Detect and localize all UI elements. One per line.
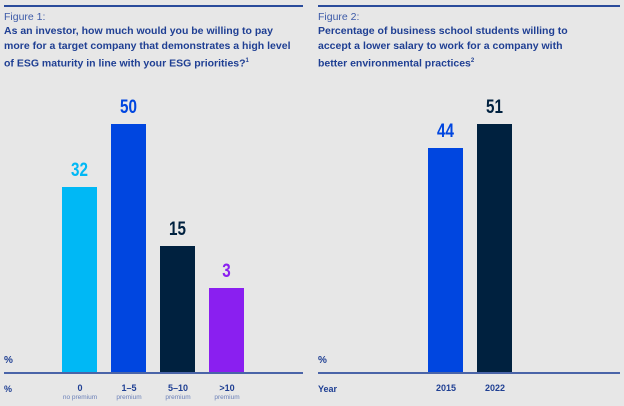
figure-label: Figure 1: bbox=[4, 11, 46, 23]
tick-sublabel: no premium bbox=[62, 394, 98, 401]
tick-text: 1–5 bbox=[121, 383, 137, 393]
x-tick-label: 2022 bbox=[465, 384, 525, 393]
tick-text: 5–10 bbox=[167, 383, 189, 393]
tick-text: >10 bbox=[219, 383, 235, 393]
tick-text: 2022 bbox=[484, 383, 506, 393]
top-rule bbox=[4, 5, 303, 7]
bar bbox=[62, 186, 97, 372]
bar bbox=[160, 246, 195, 372]
chart-title: As an investor, how much would you be wi… bbox=[4, 24, 294, 72]
footnote-marker: 2 bbox=[470, 58, 475, 64]
x-tick-label: 2015 bbox=[416, 384, 476, 393]
x-axis-label: % bbox=[4, 384, 13, 394]
tick-sublabel: premium bbox=[214, 394, 240, 401]
chart-title: Percentage of business school students w… bbox=[318, 24, 578, 72]
footnote-marker: 1 bbox=[245, 58, 249, 64]
x-tick-label: >10 premium bbox=[197, 384, 257, 402]
x-tick-label: 1–5 premium bbox=[99, 384, 159, 402]
baseline bbox=[318, 372, 620, 374]
figure-1-panel: Figure 1: As an investor, how much would… bbox=[4, 0, 303, 406]
bar bbox=[477, 123, 512, 372]
data-label: 51 bbox=[486, 96, 503, 118]
y-axis-label: % bbox=[4, 355, 13, 366]
x-axis-label: Year bbox=[318, 384, 338, 394]
title-text: As an investor, how much would you be wi… bbox=[4, 25, 291, 70]
tick-text: 2015 bbox=[435, 383, 457, 393]
tick-sublabel: premium bbox=[165, 394, 191, 401]
tick-sublabel: premium bbox=[116, 394, 142, 401]
x-tick-label: 0 no premium bbox=[50, 384, 110, 402]
data-label: 15 bbox=[169, 219, 186, 240]
bar bbox=[111, 123, 146, 372]
top-rule bbox=[318, 5, 620, 7]
y-axis-label: % bbox=[318, 355, 327, 366]
x-tick-label: 5–10 premium bbox=[148, 384, 208, 402]
figure-label: Figure 2: bbox=[318, 11, 360, 23]
baseline bbox=[4, 372, 303, 374]
bar bbox=[209, 288, 244, 372]
tick-text: 0 bbox=[77, 383, 83, 393]
data-label: 44 bbox=[437, 121, 454, 142]
bar bbox=[428, 148, 463, 372]
title-text: Percentage of business school students w… bbox=[318, 25, 568, 70]
data-label: 50 bbox=[120, 96, 137, 118]
data-label: 32 bbox=[71, 159, 88, 181]
data-label: 3 bbox=[222, 261, 231, 282]
figure-2-panel: Figure 2: Percentage of business school … bbox=[318, 0, 620, 406]
